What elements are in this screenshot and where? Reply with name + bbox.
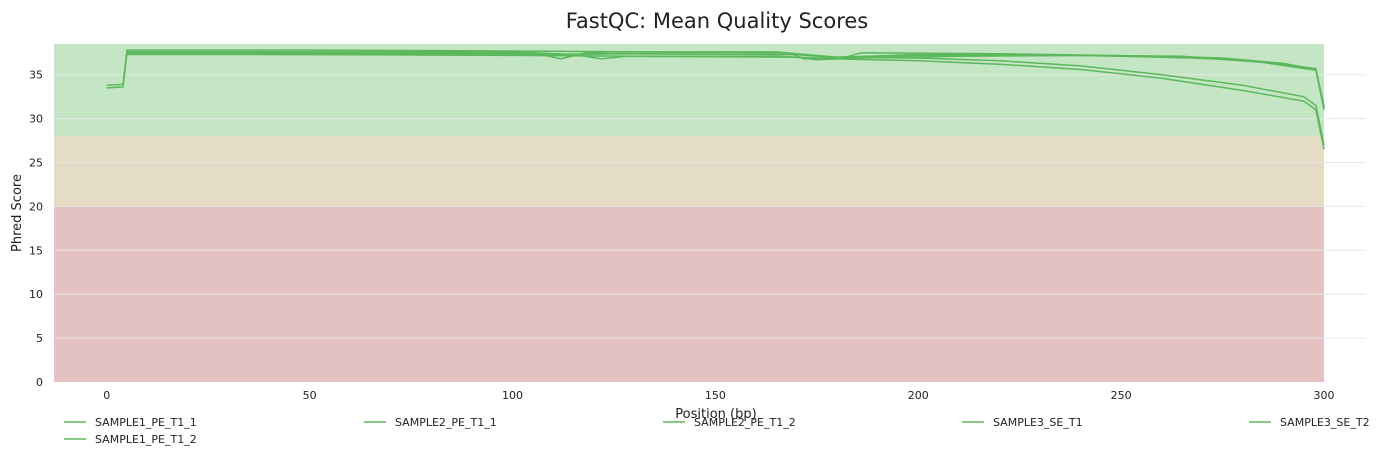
y-axis-title: Phred Score xyxy=(10,174,25,252)
y-tick-label: 35 xyxy=(29,69,43,82)
legend-label: SAMPLE2_PE_T1_2 xyxy=(694,416,796,429)
y-tick-label: 0 xyxy=(36,376,43,389)
legend-item: SAMPLE2_PE_T1_1 xyxy=(364,416,497,429)
chart-title: FastQC: Mean Quality Scores xyxy=(566,9,869,33)
y-tick-label: 20 xyxy=(29,200,43,213)
y-tick-label: 30 xyxy=(29,113,43,126)
legend-item: SAMPLE1_PE_T1_1 xyxy=(64,416,197,429)
x-tick-label: 50 xyxy=(303,389,317,402)
quality-band-1 xyxy=(54,136,1324,207)
y-tick-label: 15 xyxy=(29,244,43,257)
x-axis-ticks: 0 50 100 150 200 250 300 xyxy=(103,389,1334,402)
x-tick-label: 200 xyxy=(908,389,929,402)
x-axis-title: Position (bp) xyxy=(675,407,756,422)
legend-item: SAMPLE2_PE_T1_2 xyxy=(663,416,796,429)
legend-label: SAMPLE2_PE_T1_1 xyxy=(395,416,497,429)
quality-band-2 xyxy=(54,44,1324,137)
gridlines xyxy=(54,74,1366,339)
x-tick-label: 150 xyxy=(705,389,726,402)
legend-label: SAMPLE1_PE_T1_2 xyxy=(95,433,197,446)
legend-item: SAMPLE3_SE_T1 xyxy=(962,416,1083,429)
series-lines xyxy=(106,49,1325,150)
legend-label: SAMPLE1_PE_T1_1 xyxy=(95,416,197,429)
x-tick-label: 0 xyxy=(103,389,110,402)
series-line xyxy=(127,52,1325,108)
y-tick-label: 25 xyxy=(29,157,43,170)
legend-label: SAMPLE3_SE_T2 xyxy=(1280,416,1370,429)
y-tick-label: 5 xyxy=(36,332,43,345)
x-tick-label: 300 xyxy=(1314,389,1335,402)
quality-bands xyxy=(54,44,1324,382)
legend: SAMPLE1_PE_T1_1 SAMPLE1_PE_T1_2 SAMPLE2_PE… xyxy=(64,416,1370,446)
legend-label: SAMPLE3_SE_T1 xyxy=(993,416,1083,429)
x-tick-label: 250 xyxy=(1111,389,1132,402)
legend-item: SAMPLE3_SE_T2 xyxy=(1249,416,1370,429)
y-tick-label: 10 xyxy=(29,288,43,301)
x-tick-label: 100 xyxy=(502,389,523,402)
y-axis-ticks: 0 5 10 15 20 25 30 35 xyxy=(29,69,43,389)
legend-item: SAMPLE1_PE_T1_2 xyxy=(64,433,197,446)
